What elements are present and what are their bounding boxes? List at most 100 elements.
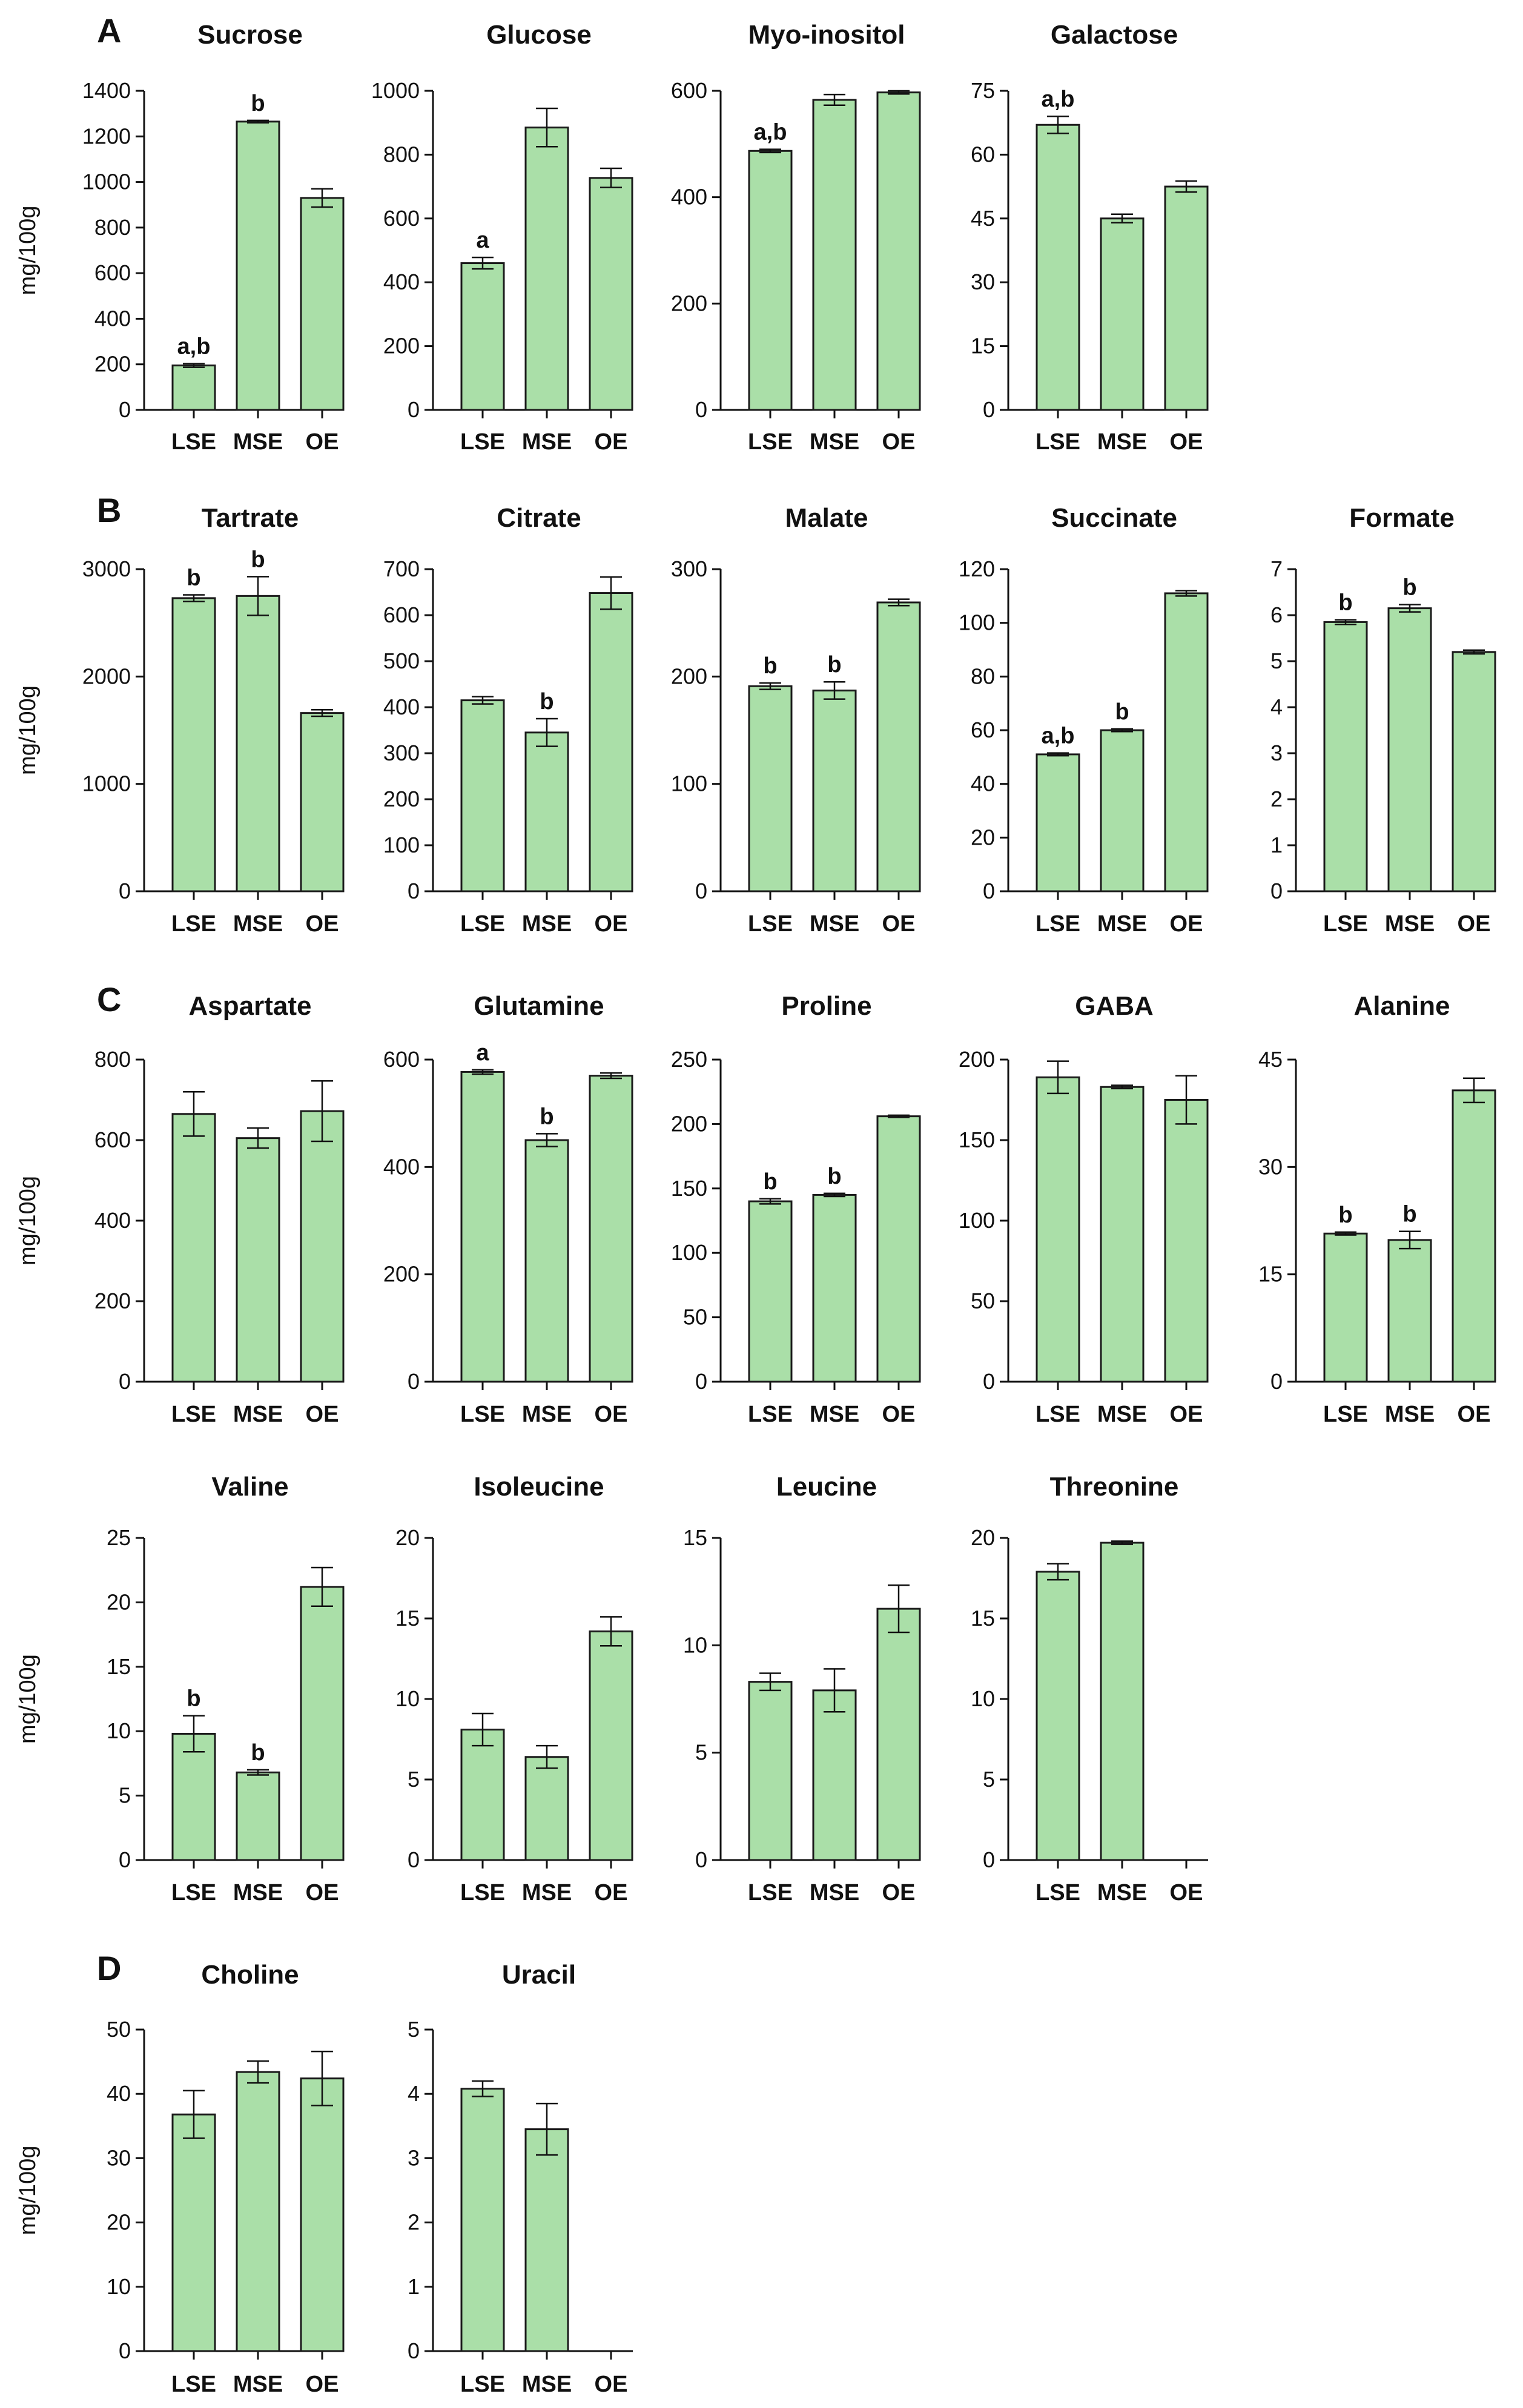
- y-tick-label: 0: [695, 1369, 707, 1394]
- y-tick-label: 200: [383, 787, 420, 811]
- y-tick-label: 150: [671, 1176, 707, 1201]
- y-tick-label: 4: [408, 2081, 420, 2106]
- x-tick-label: LSE: [1323, 911, 1368, 937]
- x-tick-label: OE: [1170, 911, 1203, 937]
- significance-label: b: [1115, 699, 1129, 725]
- y-tick-label: 0: [1270, 879, 1283, 903]
- x-tick-label: LSE: [171, 429, 216, 455]
- y-axis-label: mg/100g: [15, 206, 41, 295]
- bar-lse: [460, 1070, 505, 1383]
- y-tick-label: 5: [695, 1740, 707, 1765]
- y-tick-label: 30: [971, 269, 995, 294]
- chart-title-threonine: Threonine: [1050, 1472, 1179, 1502]
- significance-label: b: [827, 652, 841, 678]
- x-tick-label: OE: [882, 1402, 916, 1427]
- y-tick-label: 50: [683, 1305, 707, 1330]
- significance-label: b: [540, 689, 553, 714]
- y-tick-label: 0: [408, 397, 420, 422]
- x-tick-label: MSE: [233, 1402, 283, 1427]
- bar-oe: [876, 601, 921, 892]
- significance-label: a,b: [1042, 724, 1075, 749]
- bar-mse: [1100, 1086, 1145, 1383]
- y-tick-label: 40: [107, 2081, 131, 2106]
- x-tick-label: MSE: [522, 1880, 572, 1905]
- y-tick-label: 600: [671, 78, 707, 103]
- x-tick-label: OE: [595, 2372, 628, 2397]
- y-tick-label: 800: [94, 1047, 131, 1072]
- y-tick-label: 5: [1270, 648, 1283, 673]
- bar-oe: [300, 1110, 345, 1383]
- bar-mse: [1100, 1542, 1145, 1861]
- y-tick-label: 4: [1270, 694, 1283, 719]
- y-tick-label: 10: [395, 1686, 420, 1711]
- bar-lse: [171, 597, 216, 892]
- y-tick-label: 200: [94, 1288, 131, 1313]
- x-tick-label: OE: [882, 429, 916, 455]
- bar-lse: [1323, 1232, 1368, 1383]
- x-tick-label: LSE: [1036, 911, 1080, 937]
- y-tick-label: 0: [983, 1847, 995, 1872]
- y-tick-label: 300: [383, 741, 420, 765]
- x-tick-label: OE: [306, 2372, 339, 2397]
- bar-lse: [460, 699, 505, 892]
- bar-mse: [812, 99, 857, 411]
- bar-lse: [1036, 1571, 1080, 1861]
- bar-oe: [300, 2077, 345, 2352]
- x-tick-label: MSE: [810, 429, 859, 455]
- x-tick-label: LSE: [171, 1880, 216, 1905]
- x-tick-label: OE: [306, 429, 339, 455]
- bar-oe: [589, 1630, 633, 1861]
- x-tick-label: LSE: [1036, 1880, 1080, 1905]
- y-tick-label: 300: [671, 556, 707, 581]
- x-tick-label: LSE: [1323, 1402, 1368, 1427]
- y-tick-label: 50: [107, 2017, 131, 2042]
- y-tick-label: 15: [971, 334, 995, 358]
- y-tick-label: 10: [971, 1686, 995, 1711]
- y-tick-label: 20: [971, 1525, 995, 1550]
- significance-label: b: [1402, 1202, 1416, 1227]
- y-tick-label: 20: [971, 825, 995, 849]
- x-tick-label: LSE: [171, 2372, 216, 2397]
- bar-mse: [524, 127, 569, 411]
- chart-title-myo-inositol: Myo-inositol: [748, 20, 905, 50]
- bar-oe: [876, 1115, 921, 1383]
- x-tick-label: OE: [1458, 1402, 1491, 1427]
- y-tick-label: 400: [94, 1208, 131, 1233]
- x-tick-label: OE: [1458, 911, 1491, 937]
- y-tick-label: 20: [107, 1589, 131, 1614]
- x-tick-label: MSE: [810, 1880, 859, 1905]
- x-tick-label: LSE: [748, 1402, 793, 1427]
- y-tick-label: 200: [671, 291, 707, 315]
- y-tick-label: 1000: [371, 78, 420, 103]
- bar-oe: [876, 1608, 921, 1861]
- bar-lse: [748, 685, 793, 892]
- y-tick-label: 5: [408, 1767, 420, 1792]
- y-tick-label: 15: [395, 1606, 420, 1631]
- y-tick-label: 400: [383, 269, 420, 294]
- bar-mse: [812, 1689, 857, 1861]
- y-tick-label: 2: [1270, 787, 1283, 811]
- y-tick-label: 400: [94, 306, 131, 331]
- y-tick-label: 7: [1270, 556, 1283, 581]
- y-tick-label: 10: [107, 2274, 131, 2299]
- y-tick-label: 0: [119, 879, 131, 903]
- y-tick-label: 10: [107, 1718, 131, 1743]
- x-tick-label: MSE: [233, 1880, 283, 1905]
- y-tick-label: 1: [1270, 833, 1283, 857]
- bar-mse: [524, 1139, 569, 1383]
- significance-label: b: [763, 653, 777, 679]
- y-tick-label: 0: [983, 397, 995, 422]
- chart-title-leucine: Leucine: [776, 1472, 877, 1502]
- y-tick-label: 0: [983, 1369, 995, 1394]
- x-tick-label: OE: [595, 911, 628, 937]
- chart-title-glucose: Glucose: [486, 20, 592, 50]
- significance-label: b: [540, 1104, 553, 1129]
- x-tick-label: LSE: [748, 1880, 793, 1905]
- panel-letter-d: D: [97, 1949, 121, 1987]
- chart-title-aspartate: Aspartate: [189, 991, 312, 1021]
- y-tick-label: 400: [383, 1154, 420, 1179]
- chart-title-alanine: Alanine: [1354, 991, 1450, 1021]
- y-tick-label: 600: [383, 206, 420, 231]
- x-tick-label: MSE: [1097, 911, 1147, 937]
